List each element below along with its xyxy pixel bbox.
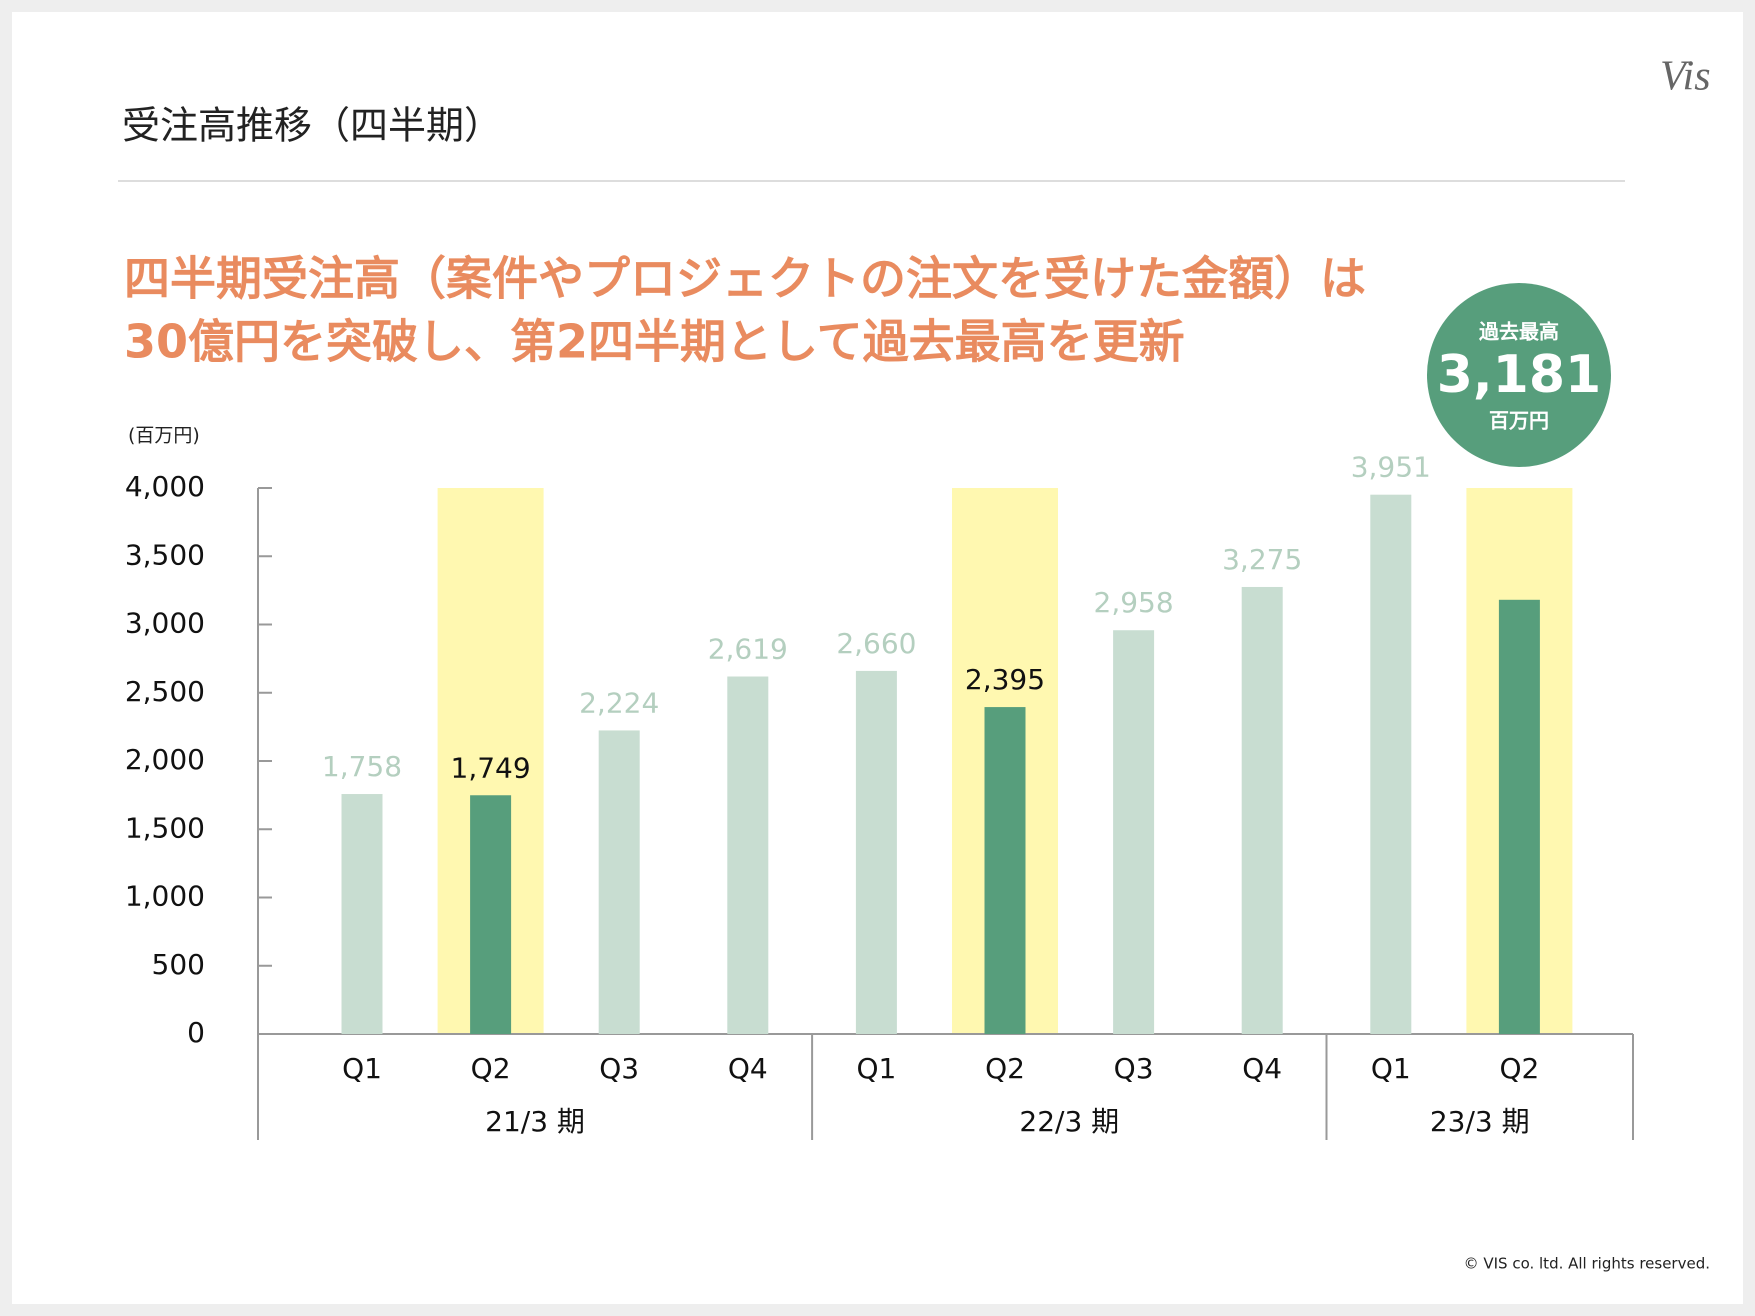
value-label: 2,660 (836, 627, 916, 660)
x-tick-label: Q3 (1114, 1052, 1154, 1085)
badge-caption: 過去最高 (1479, 320, 1559, 344)
bar (1241, 586, 1283, 1034)
x-tick-label: Q4 (1242, 1052, 1282, 1085)
value-label: 2,224 (579, 686, 659, 719)
bar (855, 670, 897, 1034)
y-tick-label: 1,500 (125, 811, 205, 844)
y-axis-label: (百万円) (128, 425, 200, 447)
y-tick-label: 2,000 (125, 743, 205, 776)
card (12, 12, 1743, 1304)
bar (341, 794, 383, 1034)
bar (1498, 599, 1540, 1034)
page-title: 受注高推移（四半期） (122, 104, 502, 148)
value-label: 2,619 (708, 633, 788, 666)
bar (598, 730, 640, 1034)
x-tick-label: Q2 (471, 1052, 511, 1085)
bar (470, 795, 512, 1034)
logo: Vis (1660, 54, 1711, 100)
value-label: 2,958 (1094, 586, 1174, 619)
y-tick-label: 3,000 (125, 607, 205, 640)
badge-unit: 百万円 (1489, 409, 1549, 433)
x-tick-label: Q4 (728, 1052, 768, 1085)
value-label: 1,749 (451, 751, 531, 784)
value-label: 3,275 (1222, 543, 1302, 576)
badge (1427, 283, 1611, 467)
group-label: 21/3 期 (485, 1105, 585, 1138)
x-tick-label: Q1 (856, 1052, 896, 1085)
headline: 四半期受注高（案件やプロジェクトの注文を受けた金額）は (124, 252, 1366, 306)
copyright: © VIS co. ltd. All rights reserved. (1464, 1255, 1710, 1273)
x-tick-label: Q1 (1371, 1052, 1411, 1085)
value-label: 1,758 (322, 750, 402, 783)
y-tick-label: 4,000 (125, 470, 205, 503)
bar (1370, 494, 1412, 1035)
x-tick-label: Q1 (342, 1052, 382, 1085)
y-tick-label: 2,500 (125, 675, 205, 708)
y-tick-label: 500 (152, 948, 205, 981)
y-tick-label: 1,000 (125, 880, 205, 913)
x-tick-label: Q2 (1499, 1052, 1539, 1085)
bar (1113, 630, 1155, 1034)
x-tick-label: Q2 (985, 1052, 1025, 1085)
headline: 30億円を突破し、第2四半期として過去最高を更新 (124, 315, 1185, 369)
bar (727, 676, 769, 1034)
y-tick-label: 3,500 (125, 538, 205, 571)
y-tick-label: 0 (187, 1016, 205, 1049)
group-label: 22/3 期 (1019, 1105, 1119, 1138)
group-label: 23/3 期 (1430, 1105, 1530, 1138)
value-label: 2,395 (965, 663, 1045, 696)
value-label: 3,951 (1351, 451, 1431, 484)
bar (984, 707, 1026, 1034)
badge-value: 3,181 (1437, 345, 1601, 405)
x-tick-label: Q3 (599, 1052, 639, 1085)
